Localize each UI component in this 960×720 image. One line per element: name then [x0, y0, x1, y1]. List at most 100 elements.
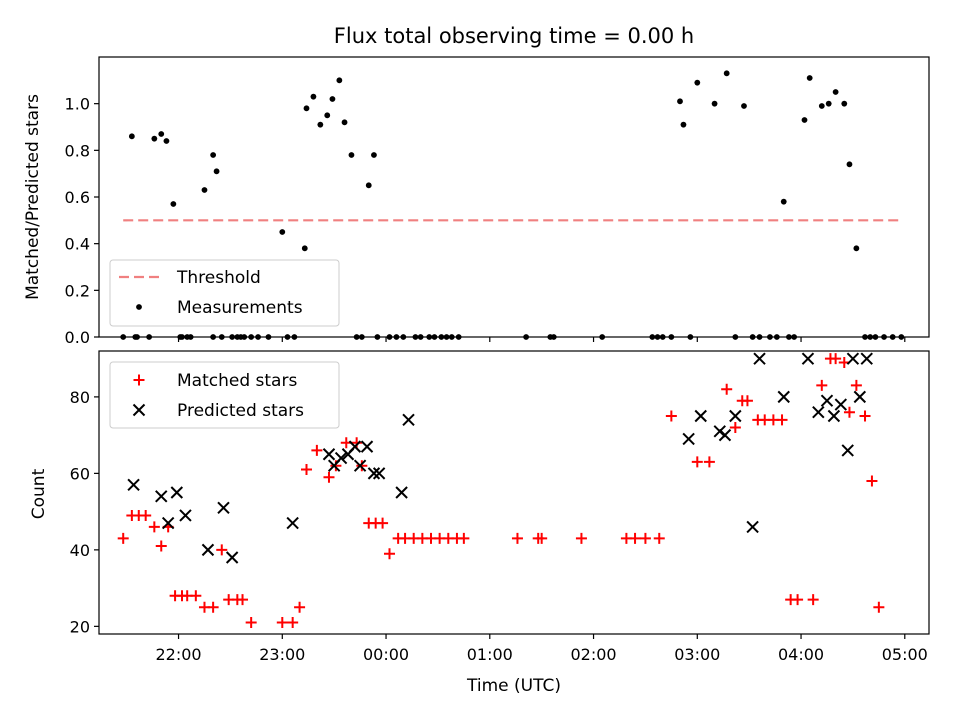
matched-stars-point	[741, 395, 753, 407]
predicted-stars-point	[179, 509, 192, 522]
measurement-point	[365, 182, 372, 189]
predicted-stars-point	[348, 440, 362, 453]
measurement-point	[841, 100, 848, 107]
matched-stars-point	[276, 617, 288, 629]
bottom-axes-frame	[98, 350, 930, 635]
measurement-point	[348, 152, 355, 158]
predicted-stars-point	[161, 516, 175, 530]
matched-stars-point	[859, 410, 871, 422]
measurement-point	[151, 135, 158, 142]
x-tick-label: 02:00	[570, 645, 616, 664]
matched-stars-point	[311, 444, 323, 456]
measurement-point	[818, 103, 825, 109]
matched-stars-point	[245, 617, 257, 629]
measurement-point	[801, 117, 808, 123]
x-tick-label: 00:00	[363, 645, 409, 664]
legend-measurements-label: Measurements	[177, 298, 303, 318]
measurement-point	[680, 121, 687, 128]
measurement-point	[213, 168, 220, 175]
bottom-legend: Matched stars Predicted stars	[109, 361, 340, 429]
matched-stars-point	[873, 601, 885, 613]
predicted-stars-point	[860, 352, 873, 365]
matched-stars-point	[691, 456, 703, 468]
measurement-point	[163, 138, 170, 144]
measurement-point	[310, 93, 317, 100]
matched-stars-point	[575, 532, 587, 544]
predicted-stars-point	[132, 403, 146, 417]
matched-stars-point	[207, 601, 219, 613]
predicted-stars-point	[812, 405, 825, 419]
predicted-stars-point	[225, 551, 239, 564]
matched-stars-point	[511, 532, 523, 544]
measurement-point	[853, 245, 860, 252]
matched-stars-point	[776, 414, 788, 426]
measurement-point	[741, 103, 747, 109]
matched-stars-point	[117, 532, 129, 544]
matched-stars-point	[287, 617, 299, 629]
measurement-point	[723, 70, 730, 77]
measurement-point	[303, 105, 310, 112]
matched-stars-point	[133, 374, 145, 386]
legend-measurements-swatch	[136, 304, 142, 310]
y-tick-label: 0.6	[65, 188, 90, 207]
measurement-point	[677, 98, 683, 105]
predicted-stars-point	[360, 440, 374, 453]
predicted-stars-point	[746, 520, 759, 534]
bottom-y-axis-label: Count	[29, 468, 49, 519]
predicted-stars-point	[801, 352, 815, 365]
predicted-stars-point	[353, 459, 367, 472]
predicted-stars-point	[846, 352, 860, 365]
predicted-stars-point	[395, 486, 408, 499]
matched-stars-point	[294, 601, 306, 613]
matched-stars-point	[377, 517, 389, 529]
matched-stars-point	[639, 532, 651, 544]
measurement-point	[806, 75, 813, 81]
measurement-point	[158, 131, 165, 137]
matched-stars-point	[807, 594, 819, 606]
predicted-stars-point	[834, 398, 848, 411]
predicted-stars-point	[201, 543, 215, 557]
y-tick-label: 0.4	[65, 235, 90, 254]
predicted-stars-point	[682, 432, 695, 446]
measurement-point	[317, 121, 324, 128]
measurement-point	[210, 152, 217, 158]
matched-stars-point	[237, 594, 249, 606]
matched-stars-point	[356, 460, 368, 472]
matched-stars-point	[351, 437, 363, 449]
predicted-stars-point	[820, 394, 834, 407]
y-tick-label: 1.0	[65, 95, 90, 114]
y-tick-label: 20	[70, 617, 90, 636]
y-tick-label: 60	[70, 464, 90, 483]
predicted-stars-point	[729, 409, 742, 423]
matched-stars-point	[653, 532, 665, 544]
top-y-axis-label: Matched/Predicted stars	[23, 94, 43, 300]
predicted-stars-point	[322, 448, 336, 461]
bottom-panel: 20 40 60 80 22:00 23:00 00:00 01:00 02:00 03:00 04…	[70, 350, 930, 664]
legend-threshold-label: Threshold	[176, 268, 261, 288]
predicted-stars-point	[841, 444, 854, 457]
x-tick-label: 04:00	[778, 645, 824, 664]
predicted-stars-point	[127, 478, 140, 492]
measurement-point	[201, 187, 208, 193]
predicted-stars-point	[367, 467, 381, 480]
measurement-point	[825, 100, 832, 107]
top-legend: Threshold Measurements	[109, 259, 340, 327]
legend-predicted-label: Predicted stars	[177, 401, 304, 421]
matched-stars-point	[866, 475, 878, 487]
chart-title: Flux total observing time = 0.00 h	[334, 24, 694, 48]
matched-stars-point	[216, 544, 228, 556]
measurement-point	[336, 77, 343, 84]
matched-stars-point	[458, 532, 470, 544]
predicted-stars-point	[217, 501, 230, 515]
matched-stars-point	[536, 532, 548, 544]
plot-layer: 0.0 0.2 0.4 0.6 0.8 1.0 Threshold Measurements 2…	[65, 56, 930, 664]
matched-stars-point	[190, 590, 202, 602]
predicted-stars-point	[170, 486, 184, 499]
predicted-stars-point	[827, 409, 841, 423]
predicted-stars-point	[753, 352, 766, 365]
x-tick-label: 23:00	[259, 645, 305, 664]
predicted-stars-point	[402, 413, 415, 427]
matched-stars-point	[148, 521, 160, 533]
